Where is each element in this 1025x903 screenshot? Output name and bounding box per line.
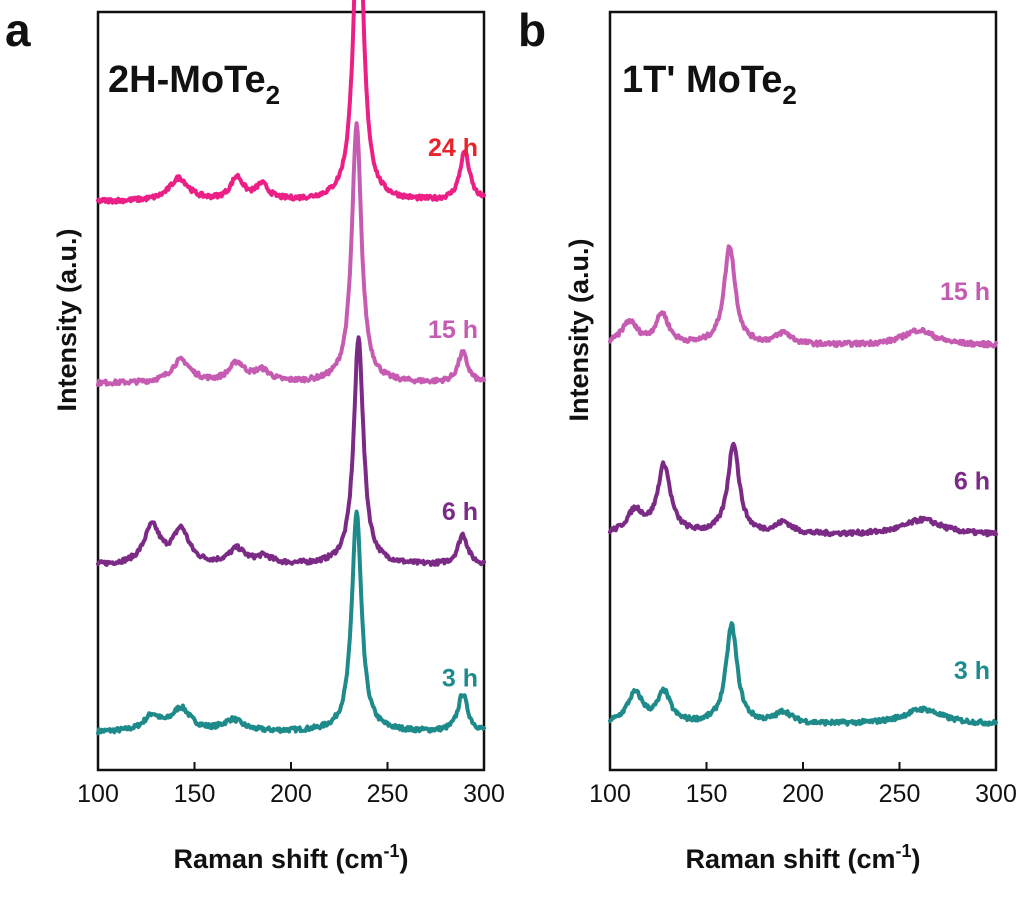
series-label-6h: 6 h <box>442 498 478 526</box>
series-line-24h <box>96 0 486 205</box>
x-tick-label: 300 <box>463 780 505 808</box>
panel-b-frame <box>608 10 998 772</box>
series-line-3h <box>96 509 486 736</box>
panel-a: a 2H-MoTe2 3 h 6 h 15 h 24 h 100 150 200 250 30… <box>5 0 505 874</box>
series-line-6h <box>96 335 486 567</box>
panel-b-title: 1T' MoTe2 <box>622 59 797 110</box>
panel-a-x-axis-label: Raman shift (cm-1) <box>173 841 408 874</box>
x-tick-label: 250 <box>879 780 921 808</box>
x-tick-label: 150 <box>686 780 728 808</box>
panel-b-y-axis-label: Intensity (a.u.) <box>564 238 594 421</box>
x-tick-label: 200 <box>270 780 312 808</box>
panel-a-y-axis-label: Intensity (a.u.) <box>52 228 82 411</box>
x-tick-label: 100 <box>589 780 631 808</box>
x-tick-label: 100 <box>77 780 119 808</box>
panel-b-x-ticks: 100 150 200 250 300 <box>589 762 1017 808</box>
panel-b: b 1T' MoTe2 3 h 6 h 15 h 100 150 200 250 300 I… <box>518 4 1017 874</box>
series-line-15h <box>96 121 486 387</box>
series-label-24h: 24 h <box>428 134 478 162</box>
series-label-15h: 15 h <box>940 278 990 306</box>
panel-a-traces <box>96 0 486 736</box>
panel-a-title: 2H-MoTe2 <box>108 59 280 110</box>
panel-a-frame <box>96 10 486 772</box>
series-line-3h <box>608 621 998 727</box>
series-label-15h: 15 h <box>428 316 478 344</box>
x-tick-label: 150 <box>174 780 216 808</box>
x-tick-label: 200 <box>782 780 824 808</box>
panel-a-x-ticks: 100 150 200 250 300 <box>77 762 505 808</box>
x-tick-label: 250 <box>367 780 409 808</box>
series-line-15h <box>608 244 998 349</box>
series-label-3h: 3 h <box>954 657 990 685</box>
panel-a-letter: a <box>5 4 31 56</box>
series-label-3h: 3 h <box>442 665 478 693</box>
series-label-6h: 6 h <box>954 468 990 496</box>
series-line-6h <box>608 441 998 538</box>
x-tick-label: 300 <box>975 780 1017 808</box>
panel-b-x-axis-label: Raman shift (cm-1) <box>685 841 920 874</box>
panel-a-series-labels: 3 h 6 h 15 h 24 h <box>428 134 478 693</box>
panel-b-traces <box>608 244 998 727</box>
panel-b-series-labels: 3 h 6 h 15 h <box>940 278 990 685</box>
panel-b-letter: b <box>518 4 546 56</box>
